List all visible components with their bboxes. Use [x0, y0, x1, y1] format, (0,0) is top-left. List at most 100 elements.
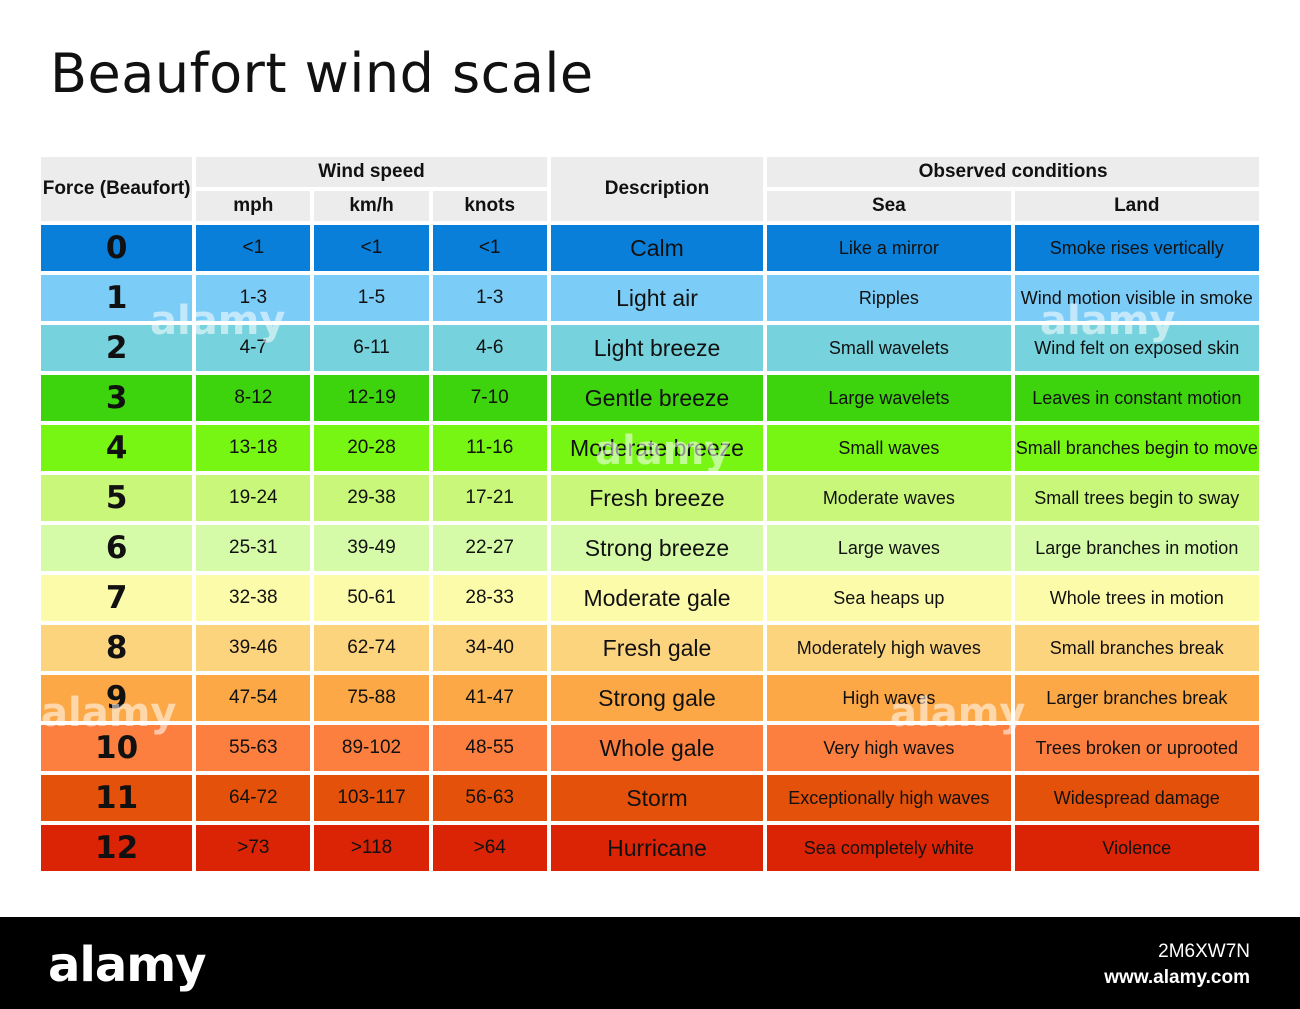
- description-cell: Light air: [550, 275, 764, 321]
- knots-cell: 28-33: [432, 575, 547, 621]
- land-cell: Trees broken or uprooted: [1014, 725, 1259, 771]
- force-cell: 7: [41, 575, 193, 621]
- knots-cell: 22-27: [432, 525, 547, 571]
- mph-cell: 1-3: [196, 275, 311, 321]
- description-cell: Moderate gale: [550, 575, 764, 621]
- description-cell: Light breeze: [550, 325, 764, 371]
- description-cell: Storm: [550, 775, 764, 821]
- land-cell: Larger branches break: [1014, 675, 1259, 721]
- description-cell: Strong gale: [550, 675, 764, 721]
- kmh-cell: 29-38: [314, 475, 429, 521]
- land-cell: Wind felt on exposed skin: [1014, 325, 1259, 371]
- description-cell: Whole gale: [550, 725, 764, 771]
- table-row: 9 47-54 75-88 41-47 Strong gale High waves Lar…: [41, 675, 1259, 721]
- knots-cell: 1-3: [432, 275, 547, 321]
- kmh-cell: 39-49: [314, 525, 429, 571]
- sea-cell: Very high waves: [767, 725, 1011, 771]
- sea-cell: High waves: [767, 675, 1011, 721]
- mph-cell: 4-7: [196, 325, 311, 371]
- knots-cell: 11-16: [432, 425, 547, 471]
- knots-cell: >64: [432, 825, 547, 871]
- mph-cell: 19-24: [196, 475, 311, 521]
- land-cell: Whole trees in motion: [1014, 575, 1259, 621]
- kmh-cell: <1: [314, 225, 429, 271]
- description-cell: Hurricane: [550, 825, 764, 871]
- force-cell: 5: [41, 475, 193, 521]
- land-cell: Leaves in constant motion: [1014, 375, 1259, 421]
- table-row: 11 64-72 103-117 56-63 Storm Exceptionally hi…: [41, 775, 1259, 821]
- alamy-logo: alamy: [48, 937, 207, 993]
- sea-cell: Exceptionally high waves: [767, 775, 1011, 821]
- knots-cell: 34-40: [432, 625, 547, 671]
- table-row: 8 39-46 62-74 34-40 Fresh gale Moderately hig…: [41, 625, 1259, 671]
- table-body: 0 <1 <1 <1 Calm Like a mirror Smoke rises vert…: [41, 225, 1259, 871]
- mph-cell: 47-54: [196, 675, 311, 721]
- kmh-cell: 12-19: [314, 375, 429, 421]
- sea-cell: Like a mirror: [767, 225, 1011, 271]
- wind-speed-header: Wind speed: [196, 157, 547, 187]
- land-header: Land: [1014, 191, 1259, 221]
- site-url: www.alamy.com: [1104, 967, 1250, 988]
- mph-header: mph: [196, 191, 311, 221]
- knots-cell: 48-55: [432, 725, 547, 771]
- land-cell: Violence: [1014, 825, 1259, 871]
- force-cell: 6: [41, 525, 193, 571]
- beaufort-table: Force (Beaufort) Wind speed Description …: [37, 153, 1263, 875]
- footer-bar: alamy 2M6XW7N www.alamy.com: [0, 917, 1300, 1009]
- description-cell: Fresh breeze: [550, 475, 764, 521]
- mph-cell: 32-38: [196, 575, 311, 621]
- mph-cell: >73: [196, 825, 311, 871]
- table-row: 1 1-3 1-5 1-3 Light air Ripples Wind motion vi…: [41, 275, 1259, 321]
- mph-cell: 25-31: [196, 525, 311, 571]
- description-cell: Gentle breeze: [550, 375, 764, 421]
- kmh-cell: 1-5: [314, 275, 429, 321]
- land-cell: Small branches break: [1014, 625, 1259, 671]
- knots-cell: 41-47: [432, 675, 547, 721]
- sea-cell: Small waves: [767, 425, 1011, 471]
- table-row: 3 8-12 12-19 7-10 Gentle breeze Large wavelet…: [41, 375, 1259, 421]
- force-cell: 8: [41, 625, 193, 671]
- mph-cell: 64-72: [196, 775, 311, 821]
- sea-header: Sea: [767, 191, 1011, 221]
- knots-cell: 56-63: [432, 775, 547, 821]
- mph-cell: 13-18: [196, 425, 311, 471]
- description-cell: Calm: [550, 225, 764, 271]
- sea-cell: Small wavelets: [767, 325, 1011, 371]
- mph-cell: 39-46: [196, 625, 311, 671]
- mph-cell: <1: [196, 225, 311, 271]
- force-cell: 2: [41, 325, 193, 371]
- land-cell: Large branches in motion: [1014, 525, 1259, 571]
- sea-cell: Large waves: [767, 525, 1011, 571]
- land-cell: Small trees begin to sway: [1014, 475, 1259, 521]
- kmh-cell: 62-74: [314, 625, 429, 671]
- table-row: 5 19-24 29-38 17-21 Fresh breeze Moderate wav…: [41, 475, 1259, 521]
- knots-cell: 7-10: [432, 375, 547, 421]
- beaufort-table-container: Force (Beaufort) Wind speed Description …: [41, 157, 1259, 875]
- force-cell: 11: [41, 775, 193, 821]
- knots-cell: 17-21: [432, 475, 547, 521]
- knots-cell: 4-6: [432, 325, 547, 371]
- table-row: 6 25-31 39-49 22-27 Strong breeze Large waves…: [41, 525, 1259, 571]
- mph-cell: 8-12: [196, 375, 311, 421]
- land-cell: Smoke rises vertically: [1014, 225, 1259, 271]
- description-header: Description: [550, 157, 764, 221]
- sea-cell: Sea heaps up: [767, 575, 1011, 621]
- sea-cell: Moderately high waves: [767, 625, 1011, 671]
- force-cell: 10: [41, 725, 193, 771]
- force-cell: 12: [41, 825, 193, 871]
- table-row: 2 4-7 6-11 4-6 Light breeze Small wavelets Win…: [41, 325, 1259, 371]
- knots-header: knots: [432, 191, 547, 221]
- kmh-cell: 20-28: [314, 425, 429, 471]
- mph-cell: 55-63: [196, 725, 311, 771]
- table-row: 0 <1 <1 <1 Calm Like a mirror Smoke rises vert…: [41, 225, 1259, 271]
- land-cell: Widespread damage: [1014, 775, 1259, 821]
- table-row: 12 >73 >118 >64 Hurricane Sea completely whit…: [41, 825, 1259, 871]
- sea-cell: Large wavelets: [767, 375, 1011, 421]
- description-cell: Fresh gale: [550, 625, 764, 671]
- land-cell: Wind motion visible in smoke: [1014, 275, 1259, 321]
- force-cell: 0: [41, 225, 193, 271]
- kmh-cell: 75-88: [314, 675, 429, 721]
- force-cell: 9: [41, 675, 193, 721]
- table-row: 7 32-38 50-61 28-33 Moderate gale Sea heaps u…: [41, 575, 1259, 621]
- kmh-cell: >118: [314, 825, 429, 871]
